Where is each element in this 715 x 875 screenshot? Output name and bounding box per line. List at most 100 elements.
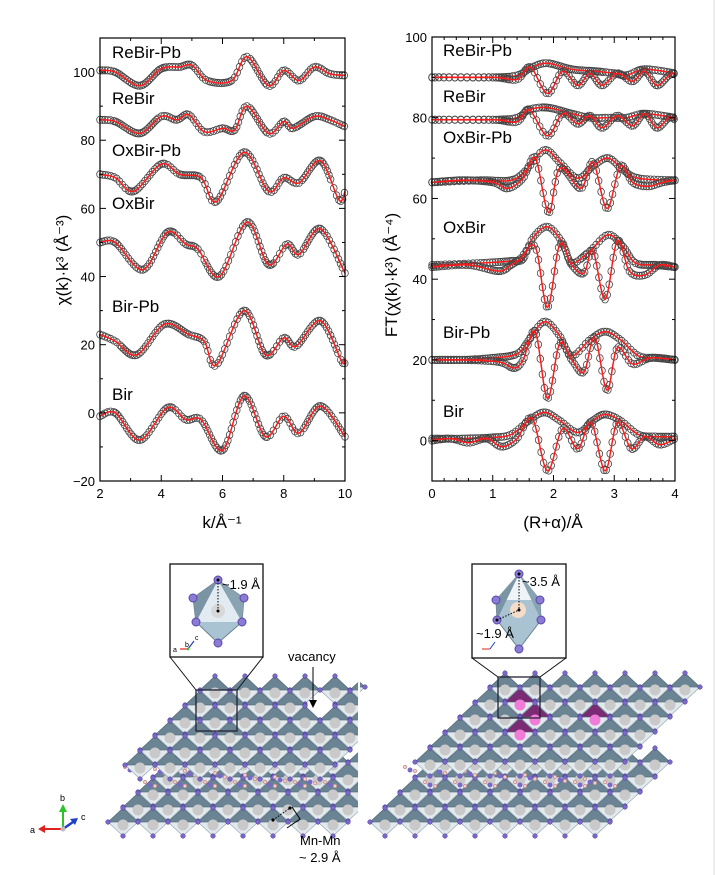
y-tick-label: 100 (405, 30, 427, 45)
data-point (293, 341, 302, 350)
data-point (301, 117, 309, 126)
data-point (117, 71, 125, 80)
data-point (119, 121, 127, 130)
data-point (617, 420, 625, 429)
data-point (520, 172, 528, 181)
interlayer-water (292, 779, 308, 789)
data-point (235, 152, 244, 161)
data-point (149, 252, 158, 261)
data-point (583, 112, 591, 121)
data-point (547, 86, 556, 95)
data-point (584, 420, 592, 429)
data-point (309, 112, 317, 121)
data-point (560, 165, 569, 174)
data-point (512, 435, 520, 444)
fit-line-ReBir-Pb (100, 55, 346, 87)
mn-octahedron (135, 805, 171, 839)
right-inset: ~3.5 Å ~1.9 Å (471, 563, 567, 719)
selection-box (497, 676, 541, 719)
data-point (205, 430, 214, 439)
data-point (332, 344, 340, 353)
y-tick-label: 40 (413, 272, 427, 287)
interlayer-water (552, 774, 568, 784)
data-point (527, 240, 536, 249)
data-point (255, 336, 263, 345)
inset-axes-icon: a b c (173, 635, 199, 654)
data-point (177, 113, 185, 122)
data-point (235, 62, 244, 71)
data-point (532, 330, 540, 339)
data-point (183, 329, 191, 338)
data-point (136, 182, 144, 191)
data-point (238, 222, 247, 231)
data-point (257, 73, 266, 82)
data-point (115, 70, 123, 79)
data-point (529, 233, 537, 242)
data-point (337, 197, 345, 206)
mn-octahedron (195, 805, 231, 839)
data-point (271, 77, 279, 86)
data-point (566, 173, 574, 182)
x-tick-label: 1 (489, 486, 496, 501)
data-point (139, 80, 148, 89)
mn-octahedron-icon (188, 575, 249, 648)
data-point (323, 231, 331, 240)
data-point (224, 436, 232, 445)
data-point (324, 327, 333, 336)
data-point (325, 171, 333, 180)
x-tick-label: 8 (280, 486, 287, 501)
mn-octahedron (427, 805, 463, 839)
data-point (284, 121, 293, 130)
data-point (336, 425, 345, 434)
data-point (557, 333, 565, 342)
data-point (326, 331, 335, 340)
data-point (328, 335, 337, 344)
data-point (143, 262, 151, 271)
data-point (656, 122, 664, 131)
data-point (230, 73, 239, 82)
data-point (638, 68, 646, 77)
data-point (638, 111, 646, 120)
fit-line-OxBir-oscillation (431, 239, 676, 309)
data-point (575, 81, 583, 90)
data-point (602, 122, 610, 131)
data-point (330, 245, 338, 254)
svg-text:a: a (173, 647, 177, 654)
birnessite-lattice-right (360, 670, 703, 839)
data-point (528, 64, 536, 73)
data-point (608, 190, 617, 199)
data-point (146, 170, 154, 179)
mn-octahedron (376, 746, 411, 779)
data-point (529, 416, 538, 425)
chi-k-chart: ReBir-Pb ReBir OxBir-Pb OxBir Bir-Pb Bir 2 4 6 8 1… (73, 37, 352, 501)
data-point (218, 350, 226, 359)
fit-line-OxBir (99, 221, 346, 278)
series-label: ReBir-Pb (112, 43, 181, 62)
data-point (311, 158, 319, 167)
y-tick-label: 80 (81, 133, 95, 148)
data-point (593, 119, 601, 128)
data-point (515, 177, 524, 186)
data-point (527, 413, 535, 422)
data-point (514, 74, 523, 83)
data-point (225, 171, 234, 180)
data-point (586, 160, 594, 169)
data-point (610, 330, 618, 339)
mn-octahedron (242, 688, 278, 722)
data-point (236, 226, 245, 235)
data-point (569, 262, 577, 271)
interlayer-water (452, 779, 468, 789)
left-y-axis-label: χ(k)·k³ (Å⁻³) (53, 215, 72, 306)
data-point (206, 355, 214, 364)
data-point (323, 166, 331, 175)
data-point (246, 55, 254, 64)
data-point (601, 295, 609, 304)
data-point (236, 112, 244, 121)
data-point (617, 113, 625, 122)
data-point (127, 257, 135, 266)
vacancy-arrow-icon (309, 667, 317, 708)
data-point (323, 406, 331, 415)
data-point (257, 174, 265, 183)
data-point (245, 396, 254, 405)
